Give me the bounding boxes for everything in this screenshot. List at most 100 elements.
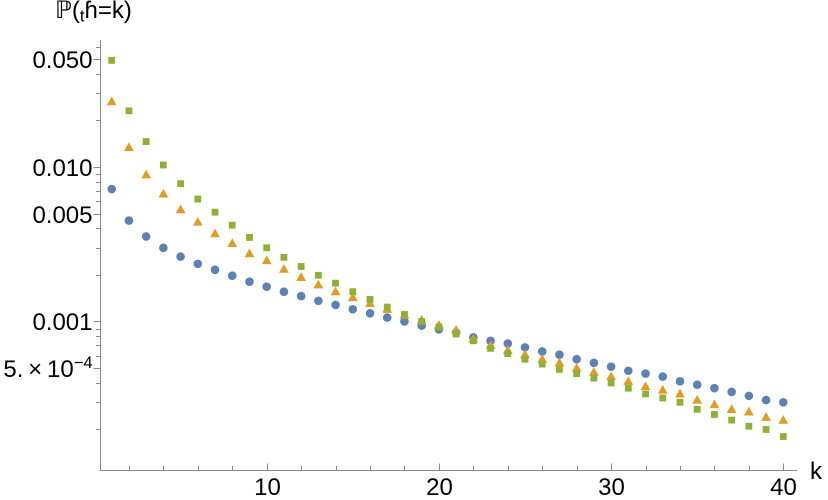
- data-point-square: [263, 244, 271, 252]
- data-point-triangle: [261, 255, 272, 265]
- data-point-triangle: [640, 381, 651, 391]
- data-point-circle: [572, 354, 581, 364]
- data-point-square: [383, 303, 391, 311]
- data-point-square: [504, 350, 512, 357]
- data-point-square: [228, 221, 236, 229]
- y-tick-label: 0.050: [32, 47, 92, 74]
- data-point-circle: [503, 339, 513, 348]
- data-point-triangle: [347, 292, 358, 302]
- y-tick-label: 0.001: [32, 309, 92, 336]
- data-point-triangle: [296, 272, 307, 281]
- data-point-circle: [555, 350, 564, 359]
- data-point-square: [125, 107, 133, 115]
- data-point-circle: [400, 317, 409, 326]
- data-point-circle: [761, 395, 771, 405]
- data-point-square: [762, 426, 770, 433]
- data-point-triangle: [761, 412, 771, 421]
- data-point-circle: [537, 347, 547, 356]
- x-axis-label: k: [810, 458, 823, 485]
- data-point-square: [659, 394, 667, 402]
- data-point-triangle: [175, 204, 186, 214]
- data-point-triangle: [726, 404, 737, 413]
- data-point-circle: [193, 259, 203, 269]
- data-point-square: [556, 365, 563, 373]
- data-point-triangle: [537, 354, 548, 363]
- data-point-square: [642, 390, 649, 398]
- y-axis-title-suffix: ɦ=k): [84, 0, 132, 24]
- data-point-square: [159, 161, 167, 169]
- data-point-triangle: [106, 96, 117, 106]
- data-point-square: [177, 180, 184, 188]
- x-tick-label: 40: [770, 474, 797, 500]
- data-point-triangle: [210, 228, 220, 238]
- data-point-square: [108, 56, 116, 64]
- data-point-circle: [692, 380, 702, 389]
- data-point-circle: [107, 184, 117, 194]
- data-point-square: [142, 138, 150, 145]
- data-point-square: [521, 355, 529, 363]
- data-point-circle: [365, 308, 375, 318]
- data-point-circle: [279, 287, 289, 296]
- data-point-triangle: [606, 371, 616, 381]
- data-point-square: [297, 263, 305, 270]
- data-point-square: [607, 379, 615, 387]
- y-tick-label: 0.010: [32, 155, 92, 182]
- data-point-circle: [589, 358, 599, 368]
- data-point-square: [211, 208, 219, 216]
- y-tick-label: 0.005: [32, 202, 92, 229]
- data-point-square: [435, 323, 443, 331]
- data-point-square: [676, 398, 684, 406]
- data-point-circle: [727, 387, 736, 397]
- data-point-circle: [296, 291, 306, 301]
- y-tick-label: 5. × 10−4: [3, 354, 92, 383]
- data-point-triangle: [675, 388, 685, 398]
- data-point-square: [246, 234, 253, 241]
- y-axis-title-subscript: t: [79, 6, 85, 26]
- data-point-triangle: [227, 238, 238, 248]
- data-point-square: [693, 405, 701, 413]
- data-point-triangle: [657, 384, 668, 394]
- data-point-circle: [779, 397, 788, 407]
- data-point-triangle: [571, 362, 582, 372]
- x-tick-label: 30: [598, 474, 625, 500]
- data-point-circle: [159, 243, 168, 253]
- data-point-triangle: [588, 367, 599, 376]
- data-point-triangle: [313, 279, 324, 289]
- data-point-square: [779, 433, 787, 440]
- y-axis-title-prefix: ℙ(: [55, 0, 80, 24]
- data-point-square: [624, 384, 632, 392]
- data-point-triangle: [279, 264, 289, 273]
- data-point-circle: [262, 282, 272, 291]
- x-tick-label: 10: [254, 474, 281, 500]
- data-point-circle: [710, 383, 719, 393]
- data-point-triangle: [623, 376, 634, 385]
- data-point-triangle: [709, 399, 720, 409]
- data-point-square: [469, 337, 477, 345]
- data-point-square: [590, 374, 598, 382]
- data-point-circle: [658, 372, 668, 381]
- data-point-square: [487, 344, 494, 352]
- data-point-circle: [245, 277, 254, 286]
- data-point-circle: [210, 265, 220, 275]
- data-point-triangle: [778, 415, 789, 424]
- data-point-square: [745, 422, 753, 430]
- data-point-square: [314, 271, 322, 279]
- data-point-square: [728, 416, 736, 424]
- data-point-triangle: [192, 216, 203, 226]
- data-point-circle: [331, 300, 340, 310]
- data-point-triangle: [692, 394, 703, 404]
- data-point-circle: [606, 362, 616, 371]
- data-point-square: [349, 288, 357, 296]
- data-point-square: [573, 370, 581, 377]
- data-point-triangle: [244, 248, 255, 258]
- data-point-triangle: [743, 406, 754, 416]
- data-point-circle: [641, 369, 650, 378]
- data-point-circle: [348, 304, 358, 314]
- data-point-square: [452, 330, 460, 338]
- data-point-square: [194, 195, 202, 203]
- data-point-triangle: [330, 286, 341, 296]
- data-point-triangle: [124, 142, 134, 151]
- x-tick-label: 20: [426, 474, 453, 500]
